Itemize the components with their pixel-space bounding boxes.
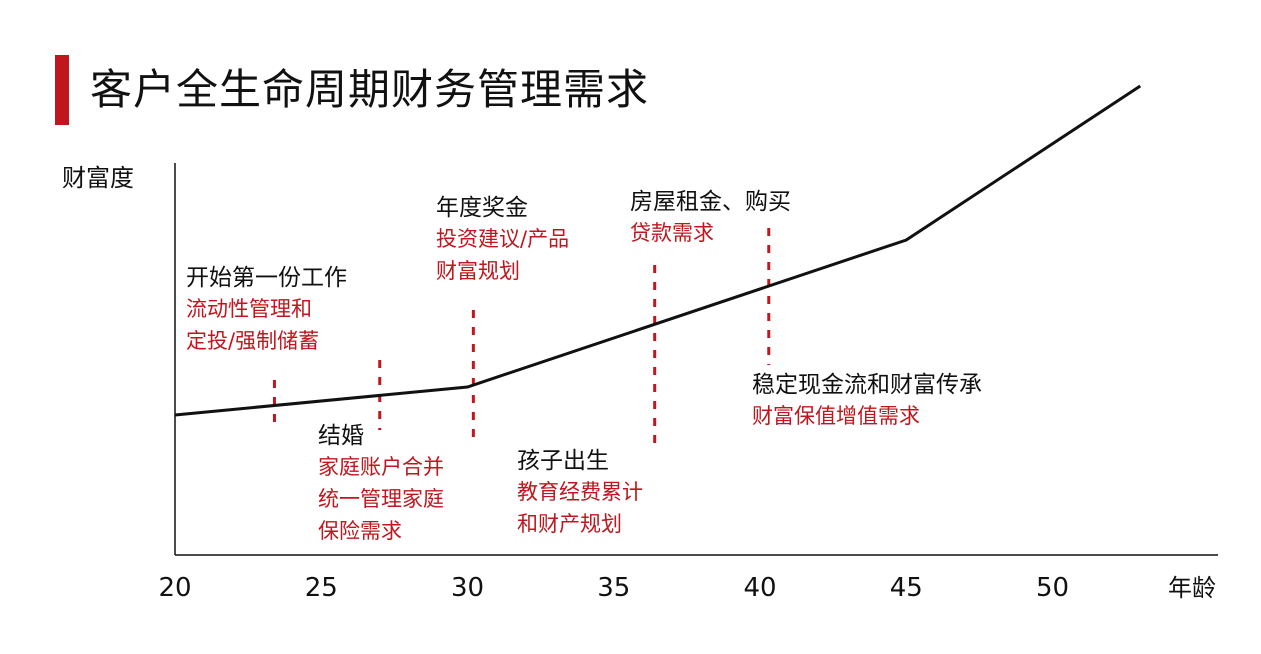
- annotation-child-birth-need-1: 教育经费累计: [517, 480, 643, 504]
- annotation-marriage: 结婚 家庭账户合并 统一管理家庭 保险需求: [318, 421, 444, 547]
- annotation-first-job: 开始第一份工作 流动性管理和 定投/强制储蓄: [186, 263, 347, 357]
- annotation-annual-bonus-title: 年度奖金: [436, 195, 528, 221]
- annotation-annual-bonus-need-2: 财富规划: [436, 259, 520, 283]
- x-tick-label: 45: [890, 573, 923, 603]
- x-tick-label: 20: [158, 573, 191, 603]
- annotation-marriage-need-3: 保险需求: [318, 519, 402, 543]
- x-tick-label: 50: [1036, 573, 1069, 603]
- page-title: 客户全生命周期财务管理需求: [90, 65, 650, 114]
- annotation-marriage-need-2: 统一管理家庭: [318, 487, 444, 511]
- annotation-housing: 房屋租金、购买 贷款需求: [630, 187, 791, 249]
- annotation-wealth-transfer: 稳定现金流和财富传承 财富保值增值需求: [752, 370, 982, 432]
- y-axis-label: 财富度: [62, 164, 134, 192]
- x-tick-label: 25: [305, 573, 338, 603]
- x-tick-label: 35: [597, 573, 630, 603]
- annotation-housing-need-1: 贷款需求: [630, 221, 714, 245]
- annotation-first-job-need-2: 定投/强制储蓄: [186, 329, 320, 353]
- annotation-marriage-title: 结婚: [318, 423, 364, 449]
- annotation-marriage-need-1: 家庭账户合并: [318, 455, 444, 479]
- annotation-housing-title: 房屋租金、购买: [630, 189, 791, 215]
- wealth-series-line: [174, 84, 1142, 417]
- annotation-child-birth-need-2: 和财产规划: [517, 512, 622, 536]
- annotation-first-job-title: 开始第一份工作: [186, 265, 347, 291]
- annotation-child-birth-title: 孩子出生: [517, 448, 609, 474]
- x-tick-label: 30: [451, 573, 484, 603]
- x-axis-label: 年龄: [1168, 574, 1216, 602]
- annotation-annual-bonus-need-1: 投资建议/产品: [436, 227, 570, 251]
- annotation-wealth-transfer-need-1: 财富保值增值需求: [752, 404, 920, 428]
- title-accent-bar: [55, 55, 69, 125]
- annotation-annual-bonus: 年度奖金 投资建议/产品 财富规划: [436, 193, 569, 287]
- annotation-child-birth: 孩子出生 教育经费累计 和财产规划: [517, 446, 643, 540]
- x-tick-label: 40: [743, 573, 776, 603]
- annotation-first-job-need-1: 流动性管理和: [186, 297, 312, 321]
- annotation-wealth-transfer-title: 稳定现金流和财富传承: [752, 372, 982, 398]
